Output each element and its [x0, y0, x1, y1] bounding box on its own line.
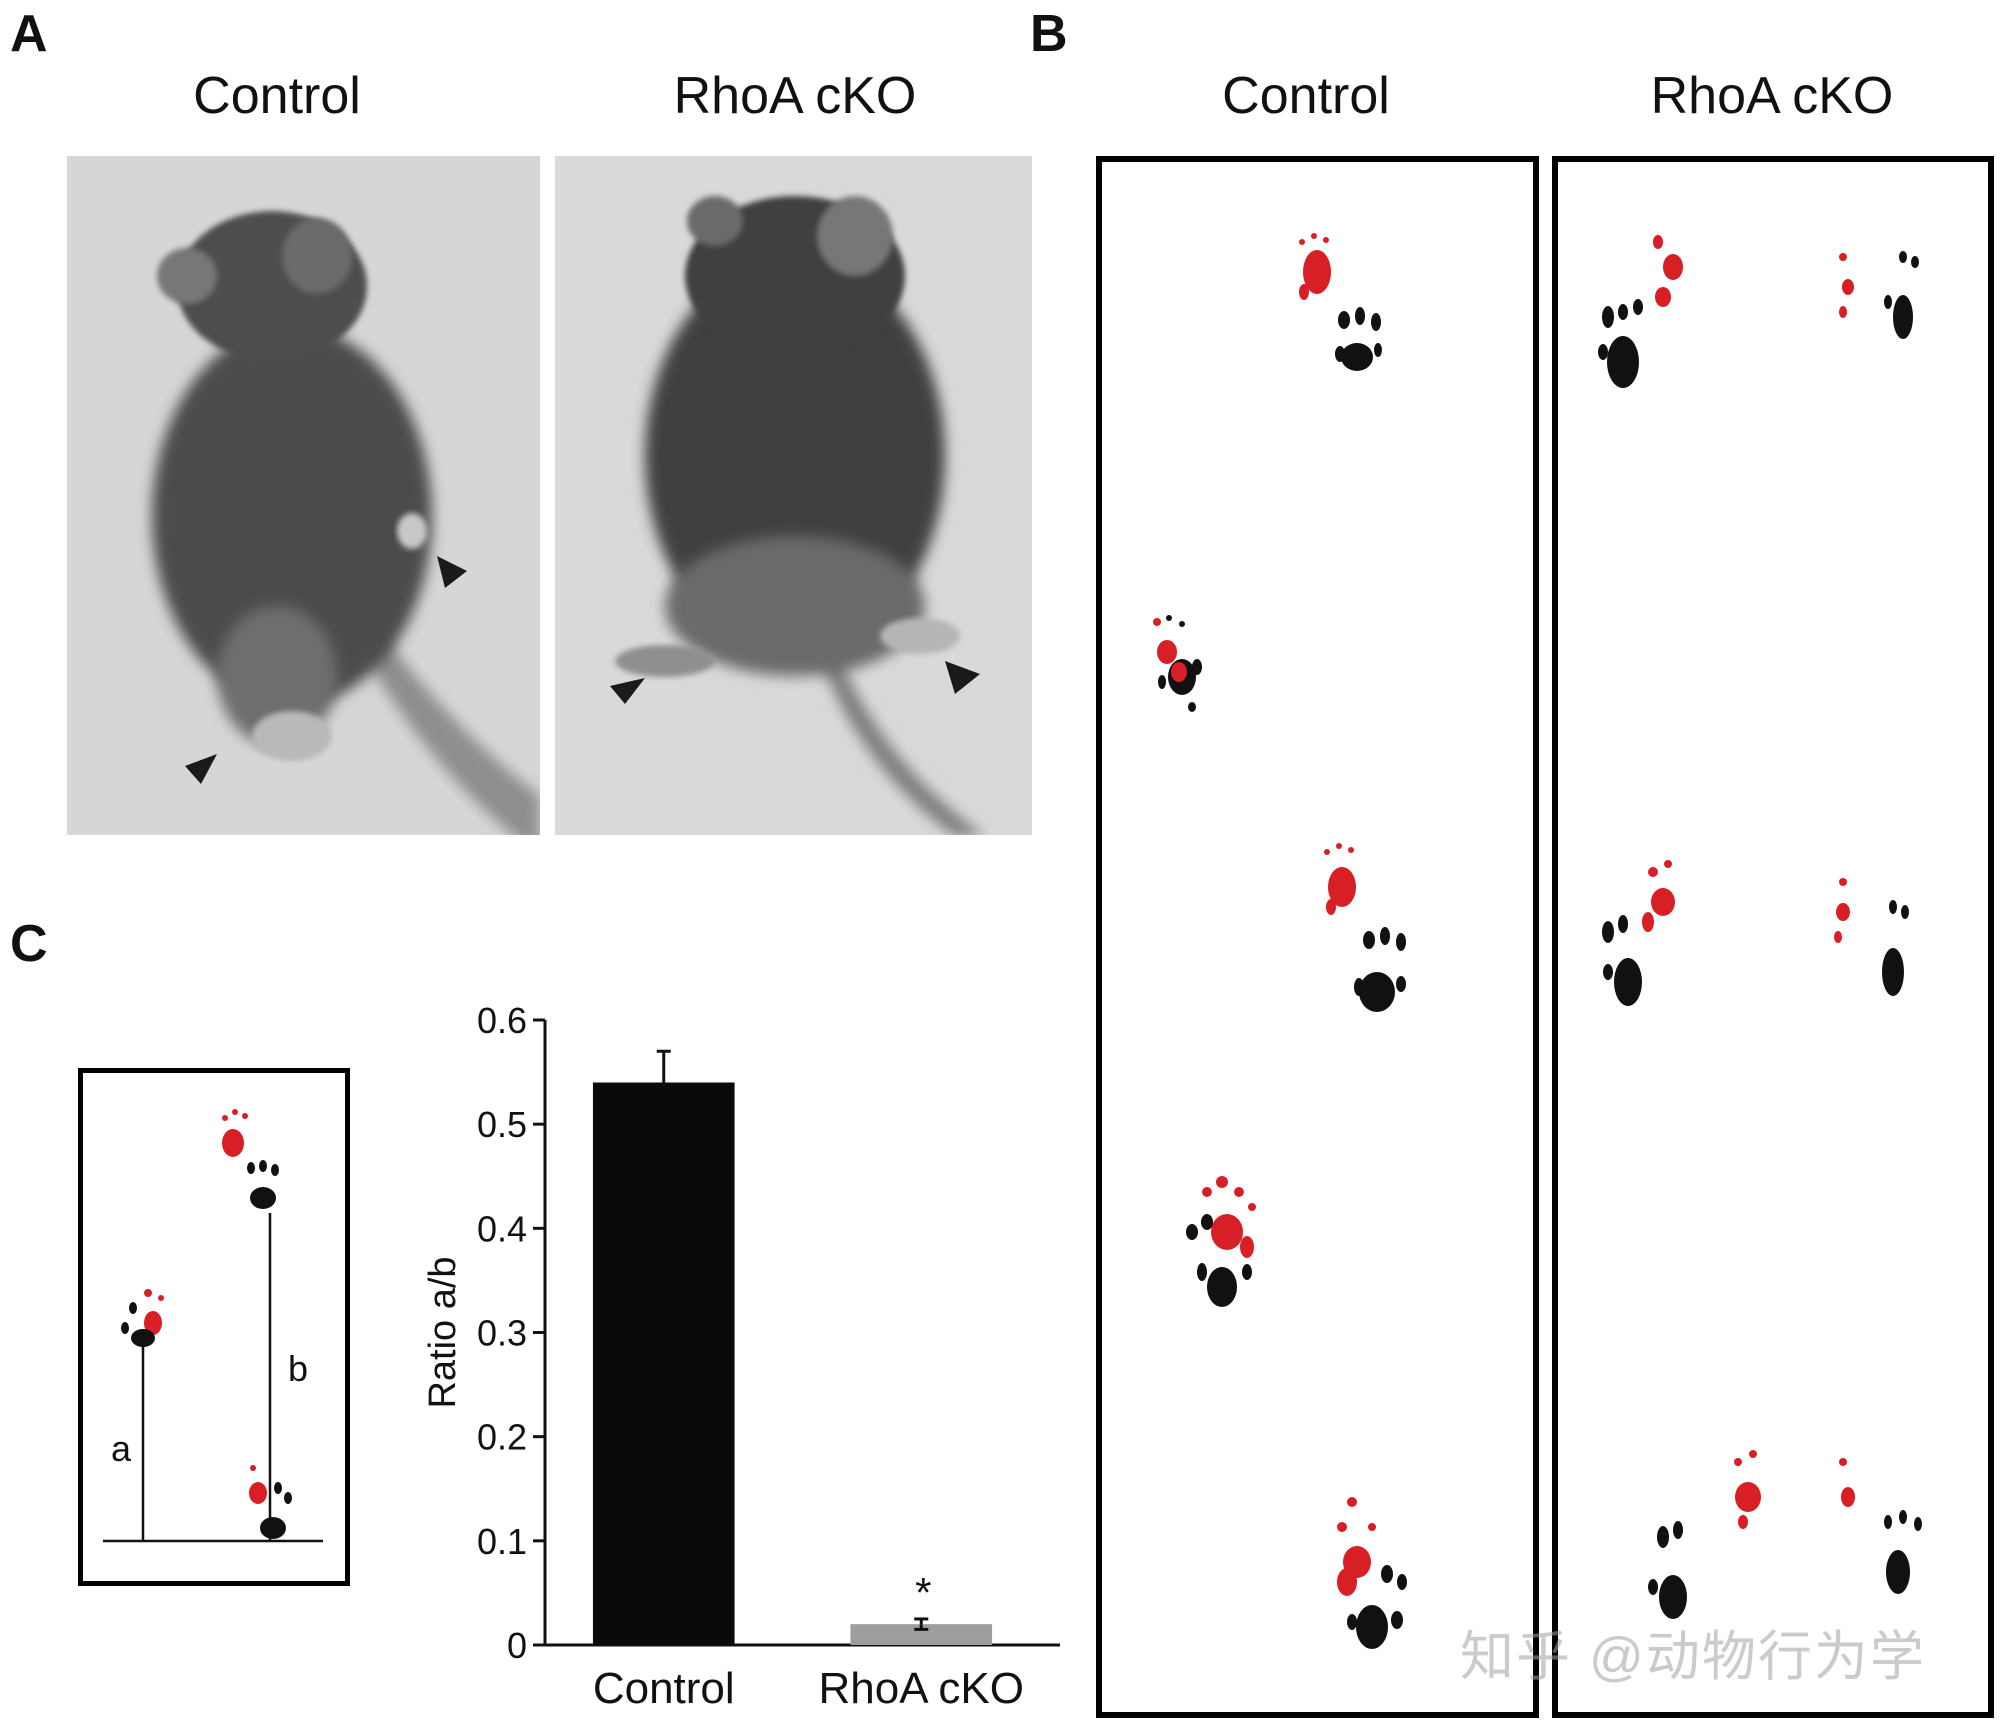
photo-title-rhoa-cko: RhoA cKO — [673, 67, 917, 125]
footprint-pair — [1153, 615, 1202, 712]
strip-title-rhoa-cko: RhoA cKO — [1650, 67, 1894, 125]
stride-measurement-diagram: a b — [78, 1068, 350, 1586]
arrowhead-icon — [610, 678, 645, 704]
bar-rhoa-cko — [850, 1624, 993, 1645]
control-mouse-photo — [67, 156, 540, 835]
y-tick-label: 0.3 — [477, 1313, 527, 1354]
y-tick-label: 0 — [507, 1625, 527, 1666]
panel-letter-b: B — [1030, 5, 1068, 63]
rhoa-cko-footprint-strip — [1552, 156, 1994, 1718]
y-tick-label: 0.5 — [477, 1104, 527, 1145]
y-axis-label: Ratio a/b — [422, 1256, 464, 1408]
arrowhead-icon — [945, 661, 980, 694]
ratio-bar-chart: 0 0.1 0.2 0.3 0.4 0.5 0.6 Ratio a/b Control RhoA … — [422, 1000, 1060, 1713]
significance-marker: * — [915, 1569, 931, 1616]
photo-title-control: Control — [193, 67, 361, 125]
control-footprint-strip — [1096, 156, 1539, 1718]
footprint-pair — [1186, 1176, 1256, 1307]
watermark-text: 知乎 @动物行为学 — [1460, 1627, 1926, 1687]
y-tick-label: 0.4 — [477, 1208, 527, 1249]
category-label: RhoA cKO — [819, 1664, 1024, 1713]
y-tick-label: 0.2 — [477, 1417, 527, 1458]
footprint-pair — [121, 1289, 164, 1347]
footprint-pair — [1648, 1450, 1761, 1619]
footprint-pair — [1598, 235, 1683, 388]
panel-letter-a: A — [10, 5, 48, 63]
footprint-pair — [222, 1109, 279, 1209]
footprint-pair — [1602, 860, 1675, 1006]
footprint-pair — [1299, 233, 1382, 371]
category-label: Control — [593, 1664, 735, 1713]
footprint-pair — [1839, 1458, 1922, 1594]
footprint-pair — [1834, 878, 1909, 996]
strip-title-control: Control — [1222, 67, 1390, 125]
y-tick-label: 0.6 — [477, 1000, 527, 1041]
footprint-pair — [1324, 843, 1406, 1012]
footprint-pair — [249, 1465, 292, 1539]
footprint-pair — [1337, 1497, 1407, 1649]
y-tick-label: 0.1 — [477, 1521, 527, 1562]
arrowhead-icon — [185, 754, 217, 784]
rhoa-cko-mouse-photo — [555, 156, 1032, 835]
bar-control — [592, 1082, 735, 1645]
label-a: a — [111, 1428, 132, 1469]
label-b: b — [288, 1348, 308, 1389]
arrowhead-icon — [437, 556, 467, 588]
panel-letter-c: C — [10, 915, 48, 973]
footprint-pair — [1839, 251, 1919, 339]
